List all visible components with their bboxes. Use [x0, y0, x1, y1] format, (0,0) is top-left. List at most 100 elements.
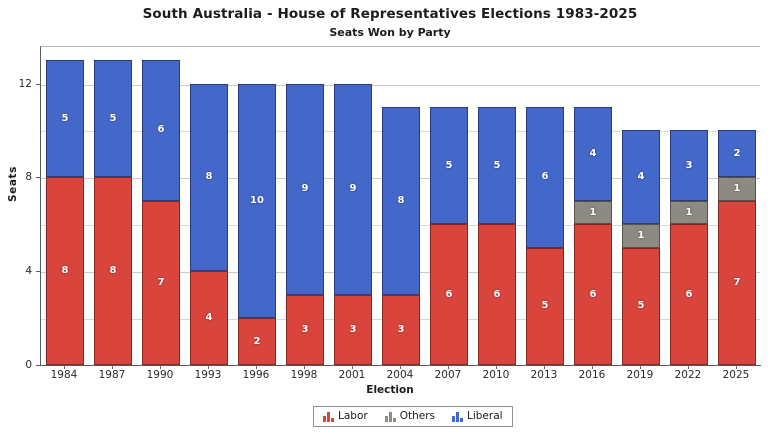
bar-value-label: 8: [397, 194, 405, 206]
legend: Labor Others Liberal: [313, 406, 513, 427]
bar-segment-labor[interactable]: 5: [622, 247, 660, 365]
bar-segment-others[interactable]: 1: [718, 177, 756, 201]
bar-segment-liberal[interactable]: 8: [382, 106, 420, 295]
bar-segment-liberal[interactable]: 6: [526, 106, 564, 248]
bar-segment-labor[interactable]: 3: [286, 294, 324, 365]
legend-item-liberal[interactable]: Liberal: [452, 411, 503, 422]
bar-value-label: 3: [397, 323, 405, 335]
x-axis-tick-mark: [496, 366, 497, 369]
bar-value-label: 1: [733, 183, 741, 195]
x-axis-tick-label: 2025: [722, 369, 750, 381]
bar-segment-liberal[interactable]: 5: [430, 106, 468, 225]
bar-value-label: 9: [301, 183, 309, 195]
bar-segment-labor[interactable]: 6: [670, 224, 708, 365]
y-axis-tick-label: 4: [25, 265, 32, 278]
bar-value-label: 1: [589, 206, 597, 218]
bar-group[interactable]: 2 10: [238, 46, 276, 365]
bar-segment-others[interactable]: 1: [670, 200, 708, 225]
bar-segment-labor[interactable]: 2: [238, 318, 276, 365]
y-axis-title: Seats: [7, 165, 19, 203]
bar-value-label: 4: [589, 147, 597, 159]
bar-group[interactable]: 7 1 2: [718, 46, 756, 365]
bar-value-label: 6: [541, 171, 549, 183]
x-axis-tick-label: 2016: [578, 369, 606, 381]
x-axis-tick-mark: [640, 366, 641, 369]
bar-group[interactable]: 5 1 4: [622, 46, 660, 365]
bar-segment-liberal[interactable]: 10: [238, 83, 276, 319]
gridline: [41, 84, 760, 86]
x-axis-tick-label: 1987: [98, 369, 126, 381]
bar-value-label: 8: [61, 265, 69, 277]
bar-segment-liberal[interactable]: 4: [574, 106, 612, 201]
bar-value-label: 9: [349, 183, 357, 195]
bar-value-label: 3: [301, 323, 309, 335]
bar-segment-liberal[interactable]: 2: [718, 130, 756, 178]
y-axis-tick-mark: [36, 271, 40, 273]
bars-layer: 8 5 8 5 7 6 4 8 2 10 3 9 3 9 3 8 6 5 6 5 5 6 6 1 4 5 1 4 6 1 3 7 1 2: [41, 47, 760, 365]
x-axis-tick-label: 2022: [674, 369, 702, 381]
x-axis-tick-label: 1993: [194, 369, 222, 381]
bar-segment-liberal[interactable]: 5: [478, 106, 516, 225]
bar-value-label: 7: [157, 276, 165, 288]
bar-group[interactable]: 6 1 4: [574, 46, 612, 365]
bar-group[interactable]: 6 1 3: [670, 46, 708, 365]
x-axis-tick-mark: [352, 366, 353, 369]
bar-segment-labor[interactable]: 8: [46, 177, 84, 365]
legend-label: Labor: [338, 410, 368, 422]
bar-segment-labor[interactable]: 5: [526, 247, 564, 365]
bar-segment-labor[interactable]: 6: [430, 224, 468, 365]
bar-segment-labor[interactable]: 7: [142, 200, 180, 365]
x-axis-tick-label: 2004: [386, 369, 414, 381]
x-axis-tick-label: 1984: [50, 369, 78, 381]
title-block: South Australia - House of Representativ…: [0, 6, 780, 40]
x-axis-tick-label: 2010: [482, 369, 510, 381]
x-axis-tick-label: 1990: [146, 369, 174, 381]
x-axis-tick-label: 2007: [434, 369, 462, 381]
bar-segment-others[interactable]: 1: [622, 224, 660, 248]
x-axis-tick-label: 2001: [338, 369, 366, 381]
x-axis-tick-label: 1998: [290, 369, 318, 381]
legend-item-labor[interactable]: Labor: [323, 411, 368, 422]
bar-segment-labor[interactable]: 6: [574, 224, 612, 365]
bar-segment-liberal[interactable]: 9: [334, 83, 372, 295]
x-axis-tick-mark: [400, 366, 401, 369]
bar-value-label: 4: [205, 312, 213, 324]
bar-value-label: 8: [109, 265, 117, 277]
bar-segment-labor[interactable]: 7: [718, 200, 756, 365]
y-axis-tick-mark: [36, 177, 40, 179]
bar-segment-others[interactable]: 1: [574, 200, 612, 225]
bar-value-label: 2: [733, 147, 741, 159]
bar-segment-labor[interactable]: 6: [478, 224, 516, 365]
bar-segment-liberal[interactable]: 4: [622, 130, 660, 225]
bar-segment-liberal[interactable]: 5: [94, 60, 132, 178]
bar-chart-icon: [452, 411, 463, 422]
bar-value-label: 7: [733, 276, 741, 288]
y-axis-tick-label: 12: [18, 77, 32, 90]
bar-segment-labor[interactable]: 3: [334, 294, 372, 365]
x-axis-tick-label: 1996: [242, 369, 270, 381]
bar-segment-liberal[interactable]: 5: [46, 60, 84, 178]
chart-subtitle: Seats Won by Party: [329, 26, 451, 39]
bar-segment-liberal[interactable]: 9: [286, 83, 324, 295]
legend-label: Liberal: [467, 410, 503, 422]
bar-segment-liberal[interactable]: 8: [190, 83, 228, 272]
bar-segment-liberal[interactable]: 3: [670, 130, 708, 201]
x-axis-line: [40, 365, 761, 366]
bar-segment-labor[interactable]: 3: [382, 294, 420, 365]
bar-value-label: 6: [589, 288, 597, 300]
bar-segment-liberal[interactable]: 6: [142, 60, 180, 201]
legend-item-others[interactable]: Others: [384, 411, 435, 422]
bar-segment-labor[interactable]: 4: [190, 271, 228, 365]
bar-segment-labor[interactable]: 8: [94, 177, 132, 365]
